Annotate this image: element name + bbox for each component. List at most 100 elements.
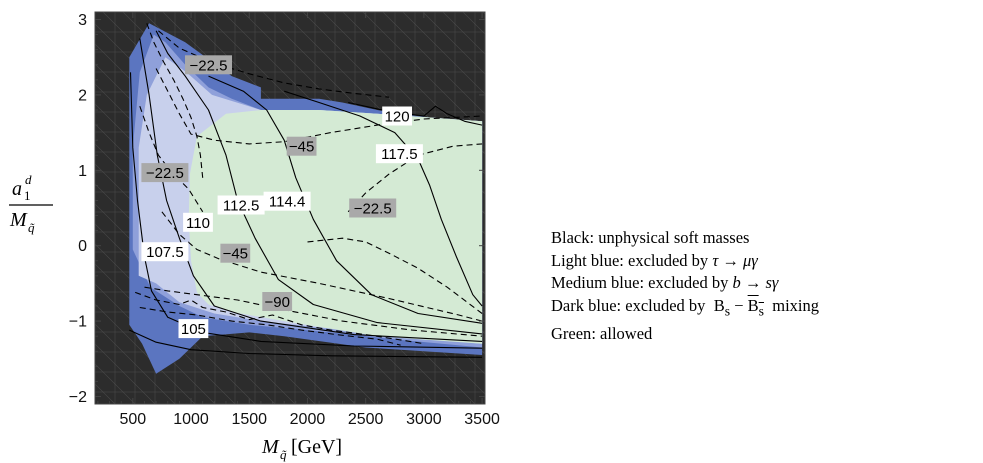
- contour-label-box: [141, 163, 189, 183]
- y-tick-label: 1: [78, 163, 87, 180]
- contour-label: −22.5: [349, 198, 397, 218]
- legend-mixing: mixing: [772, 296, 820, 316]
- legend-color-name: Green: [551, 324, 592, 344]
- contour-label-box: [375, 144, 423, 164]
- y-axis-label-den-main: M: [9, 209, 28, 231]
- y-tick-label: 3: [78, 12, 87, 29]
- legend-color-name: Medium blue: [551, 273, 640, 293]
- contour-label-box: [263, 191, 311, 211]
- solid-contour: [284, 90, 483, 307]
- x-tick-label: 1000: [173, 411, 209, 428]
- y-axis-label: a 1 d M q̃: [9, 172, 53, 235]
- contour-label-text: −45: [223, 246, 248, 263]
- legend-color-name: Light blue: [551, 250, 620, 270]
- legend-description: excluded by: [628, 250, 709, 270]
- contour-label-box: [286, 136, 317, 156]
- legend-color-name: Dark blue: [551, 296, 617, 316]
- contour-label-text: 117.5: [381, 146, 417, 163]
- legend-item-dark-blue: Dark blue: excluded by Bs − Bs mixing: [551, 296, 820, 319]
- legend: Black: unphysical soft masses Light blue…: [551, 227, 976, 346]
- axis-ticks: 500 1000 1500 2000 2500 3000 3500 −2 −1 0 1 2 3: [69, 12, 500, 428]
- contour-label: 112.5: [217, 195, 265, 215]
- contour-label-box: [217, 195, 265, 215]
- x-tick-label: 1500: [231, 411, 267, 428]
- contour-label: −45: [220, 243, 251, 263]
- contour-label: −45: [286, 136, 317, 156]
- y-tick-label: −2: [69, 389, 87, 406]
- dashed-contour: [155, 68, 483, 145]
- contour-labels: −22.5 −45 −22.5 −22.5 −45 −90 120 117.5 112.5 114…: [141, 55, 423, 339]
- contour-label-text: −22.5: [146, 165, 184, 182]
- contour-label-text: 112.5: [223, 198, 259, 215]
- legend-description: allowed: [600, 324, 653, 344]
- contour-label-text: −45: [289, 139, 314, 156]
- contour-label-box: [349, 198, 397, 218]
- legend-description: excluded by: [648, 273, 729, 293]
- dashed-contour: [307, 237, 483, 314]
- legend-process: b → sγ: [732, 273, 779, 293]
- x-axis-label-main: M: [261, 436, 280, 458]
- y-axis-label-num-main: a: [12, 178, 22, 200]
- x-axis-label-sub: q̃: [280, 447, 287, 462]
- dashed-contours: [135, 23, 483, 346]
- contour-label: −90: [262, 292, 293, 311]
- contour-label-text: −90: [264, 294, 289, 311]
- y-tick-label: −1: [69, 314, 87, 331]
- legend-item-light-blue: Light blue: excluded by τ → μγ: [551, 250, 758, 270]
- y-axis-label-den-sub: q̃: [28, 220, 35, 235]
- contour-label: −22.5: [141, 163, 189, 183]
- x-tick-label: 3500: [464, 411, 500, 428]
- contour-label-box: [178, 319, 209, 339]
- x-tick-label: 2500: [348, 411, 384, 428]
- contour-label-text: −22.5: [354, 201, 392, 218]
- x-tick-label: 3000: [406, 411, 442, 428]
- dashed-contour: [347, 143, 483, 213]
- x-axis-label-unit: [GeV]: [291, 436, 342, 458]
- contour-label-box: [262, 292, 293, 311]
- dashed-contour: [135, 291, 424, 345]
- legend-process-b-meson: Bs: [713, 296, 731, 319]
- contour-label-box: [183, 212, 213, 232]
- plot-area: −22.5 −45 −22.5 −22.5 −45 −90 120 117.5 112.5 114…: [95, 12, 485, 404]
- contour-label: 114.4: [263, 191, 311, 211]
- solid-contour: [129, 72, 483, 349]
- y-tick-label: 2: [78, 87, 87, 104]
- contour-label-text: 105: [181, 321, 206, 338]
- contour-label: 117.5: [375, 144, 423, 164]
- contour-label: 105: [178, 319, 209, 339]
- contour-label-box: [141, 242, 189, 262]
- contour-label: 107.5: [141, 242, 189, 262]
- legend-item-black: Black: unphysical soft masses: [551, 228, 750, 247]
- contour-label-text: 107.5: [146, 244, 184, 261]
- contour-label-box: [220, 243, 251, 263]
- region-green: [188, 110, 483, 344]
- x-axis-label: M q̃ [GeV]: [261, 436, 342, 462]
- legend-description: excluded by: [625, 296, 706, 316]
- legend-process-b-meson-bar: Bs: [747, 296, 764, 319]
- legend-description: unphysical soft masses: [598, 228, 750, 247]
- contour-label-box: [185, 55, 232, 75]
- x-tick-label: 500: [119, 411, 146, 428]
- dashed-contour: [139, 106, 204, 213]
- contour-label: 120: [382, 106, 412, 126]
- contour-label-box: [382, 106, 412, 126]
- contour-label-text: −22.5: [190, 57, 228, 74]
- contour-label: −22.5: [185, 55, 232, 75]
- contour-label: 110: [183, 212, 213, 232]
- legend-color-name: Black: [551, 228, 590, 247]
- solid-contour: [129, 329, 483, 358]
- contour-label-text: 120: [385, 109, 410, 126]
- x-tick-label: 2000: [290, 411, 326, 428]
- y-axis-label-num-sup: d: [25, 172, 32, 187]
- legend-minus: −: [734, 296, 744, 316]
- dashed-contour: [158, 30, 390, 98]
- contour-label-text: 110: [186, 215, 210, 232]
- y-tick-label: 0: [78, 238, 87, 255]
- y-axis-label-num-sub: 1: [24, 188, 31, 203]
- dashed-contour: [146, 23, 204, 178]
- legend-item-green: Green: allowed: [551, 324, 653, 344]
- contour-label-text: 114.4: [269, 194, 305, 211]
- legend-item-medium-blue: Medium blue: excluded by b → sγ: [551, 273, 779, 293]
- plot-frame: [94, 11, 486, 405]
